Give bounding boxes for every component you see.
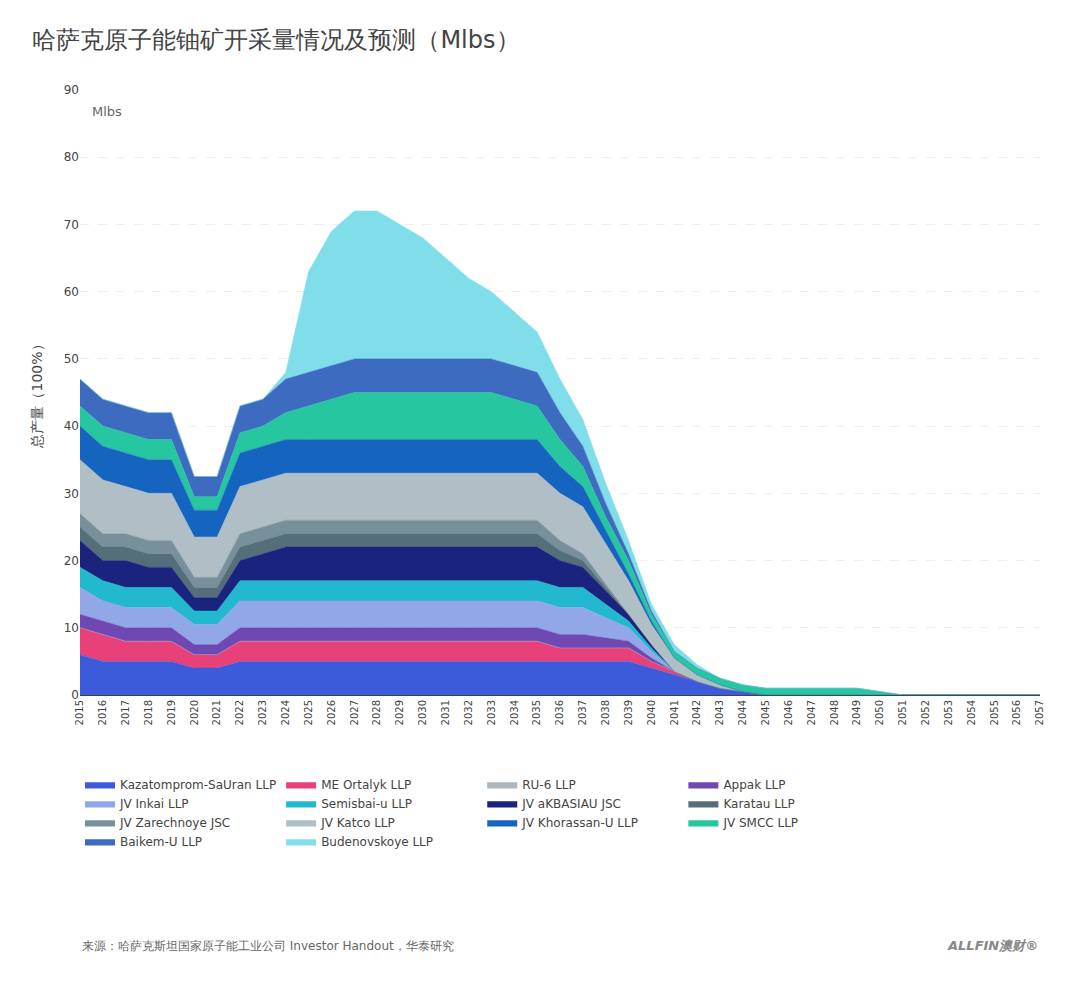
svg-text:Budenovskoye LLP: Budenovskoye LLP (321, 835, 433, 849)
svg-text:30: 30 (64, 487, 79, 501)
svg-text:2030: 2030 (417, 700, 428, 725)
svg-text:2044: 2044 (737, 700, 748, 725)
svg-text:2043: 2043 (714, 700, 725, 725)
svg-text:2057: 2057 (1034, 700, 1045, 725)
svg-text:RU-6 LLP: RU-6 LLP (522, 778, 576, 792)
svg-text:2037: 2037 (577, 700, 588, 725)
svg-text:Appak LLP: Appak LLP (723, 778, 785, 792)
svg-text:JV Inkai LLP: JV Inkai LLP (119, 797, 189, 811)
svg-text:2053: 2053 (943, 700, 954, 725)
svg-text:2046: 2046 (783, 700, 794, 725)
svg-text:2020: 2020 (189, 700, 200, 725)
svg-text:2029: 2029 (394, 700, 405, 725)
svg-text:JV SMCC LLP: JV SMCC LLP (722, 816, 798, 830)
svg-text:Mlbs: Mlbs (92, 104, 122, 119)
svg-text:0: 0 (71, 688, 79, 702)
svg-text:2018: 2018 (143, 700, 154, 725)
svg-text:60: 60 (64, 285, 79, 299)
svg-text:2040: 2040 (646, 700, 657, 725)
svg-text:2049: 2049 (851, 700, 862, 725)
svg-text:ME Ortalyk LLP: ME Ortalyk LLP (321, 778, 411, 792)
svg-text:2021: 2021 (211, 700, 222, 725)
svg-text:2042: 2042 (691, 700, 702, 725)
svg-text:90: 90 (64, 83, 79, 97)
svg-text:JV Katco LLP: JV Katco LLP (320, 816, 395, 830)
svg-text:80: 80 (64, 150, 79, 164)
svg-text:50: 50 (64, 352, 79, 366)
svg-text:2026: 2026 (326, 700, 337, 725)
svg-text:70: 70 (64, 218, 79, 232)
svg-text:2038: 2038 (600, 700, 611, 725)
svg-text:Baikem-U LLP: Baikem-U LLP (120, 835, 202, 849)
svg-text:JV Khorassan-U LLP: JV Khorassan-U LLP (521, 816, 638, 830)
svg-text:2028: 2028 (371, 700, 382, 725)
svg-text:2019: 2019 (166, 700, 177, 725)
svg-text:2048: 2048 (829, 700, 840, 725)
svg-text:2050: 2050 (874, 700, 885, 725)
svg-text:40: 40 (64, 419, 79, 433)
svg-text:2056: 2056 (1011, 700, 1022, 725)
svg-text:2045: 2045 (760, 700, 771, 725)
svg-text:2054: 2054 (966, 700, 977, 725)
svg-text:2041: 2041 (669, 700, 680, 725)
svg-text:2036: 2036 (554, 700, 565, 725)
svg-text:10: 10 (64, 621, 79, 635)
svg-text:JV aKBASIAU JSC: JV aKBASIAU JSC (521, 797, 621, 811)
svg-text:2055: 2055 (989, 700, 1000, 725)
svg-text:2022: 2022 (234, 700, 245, 725)
svg-text:2016: 2016 (97, 700, 108, 725)
svg-text:ALLFIN澳财®: ALLFIN澳财® (947, 938, 1038, 953)
svg-text:2039: 2039 (623, 700, 634, 725)
svg-text:2015: 2015 (74, 700, 85, 725)
svg-text:2027: 2027 (349, 700, 360, 725)
svg-text:2025: 2025 (303, 700, 314, 725)
svg-text:20: 20 (64, 554, 79, 568)
svg-text:哈萨克原子能铀矿开采量情况及预测（Mlbs）: 哈萨克原子能铀矿开采量情况及预测（Mlbs） (32, 26, 519, 54)
svg-text:2034: 2034 (509, 700, 520, 725)
svg-text:2031: 2031 (440, 700, 451, 725)
svg-text:2033: 2033 (486, 700, 497, 725)
svg-text:Kazatomprom-SaUran LLP: Kazatomprom-SaUran LLP (120, 778, 276, 792)
svg-text:来源：哈萨克斯坦国家原子能工业公司 Investor Han: 来源：哈萨克斯坦国家原子能工业公司 Investor Handout，华泰研究 (82, 939, 454, 953)
svg-text:2047: 2047 (806, 700, 817, 725)
svg-text:2023: 2023 (257, 700, 268, 725)
svg-text:2035: 2035 (531, 700, 542, 725)
svg-text:2051: 2051 (897, 700, 908, 725)
svg-text:Karatau LLP: Karatau LLP (723, 797, 794, 811)
svg-text:2024: 2024 (280, 700, 291, 725)
svg-text:JV Zarechnoye JSC: JV Zarechnoye JSC (119, 816, 230, 830)
svg-text:2017: 2017 (120, 700, 131, 725)
svg-text:Semisbai-u LLP: Semisbai-u LLP (321, 797, 412, 811)
svg-text:2032: 2032 (463, 700, 474, 725)
svg-text:2052: 2052 (920, 700, 931, 725)
svg-text:总产量（100%）: 总产量（100%） (29, 337, 45, 448)
